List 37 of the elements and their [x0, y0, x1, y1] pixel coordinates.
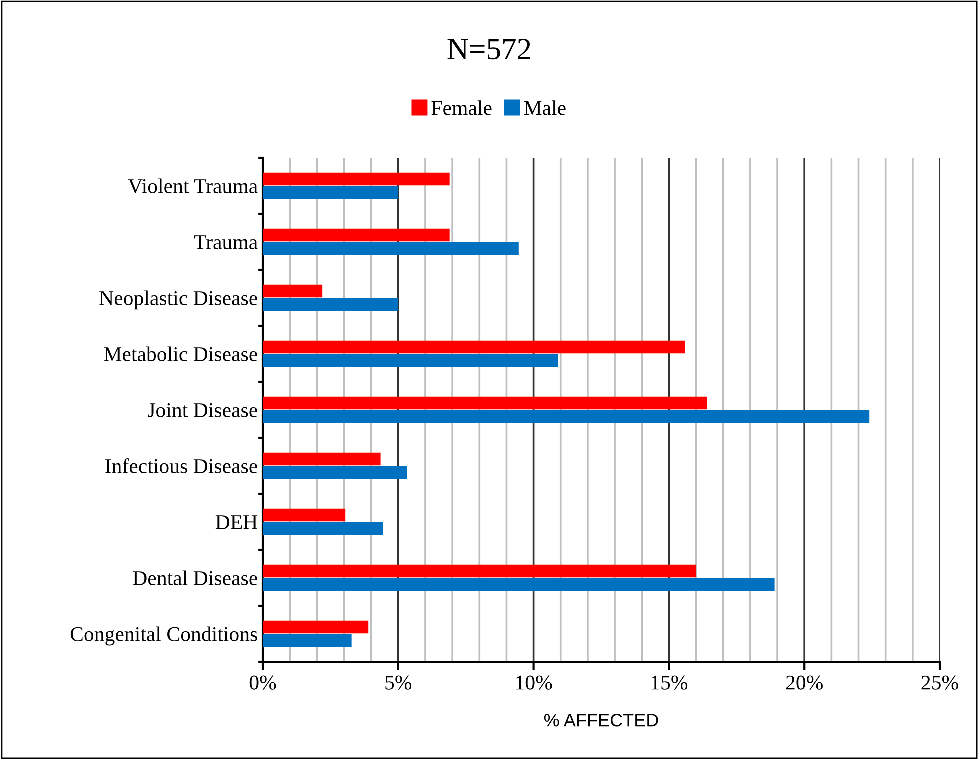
- bar: [263, 522, 384, 536]
- y-tick-label: Trauma: [194, 236, 258, 250]
- chart-title: N=572: [448, 39, 530, 60]
- y-tick-label: Congenital Conditions: [70, 626, 258, 646]
- y-tick-label: Infectious Disease: [106, 458, 258, 474]
- bar: [263, 172, 450, 186]
- bar: [263, 396, 708, 410]
- x-tick-label: 0%: [250, 676, 276, 690]
- x-axis-title: % AFFECTED: [544, 714, 658, 727]
- bar: [263, 634, 352, 648]
- y-tick-label: Violent Trauma: [128, 178, 258, 194]
- x-tick-label: 20%: [786, 676, 823, 690]
- y-tick-label: Metabolic Disease: [104, 346, 258, 362]
- bar: [263, 340, 686, 354]
- bar: [263, 354, 558, 368]
- bar: [263, 578, 775, 592]
- legend-label: Female: [432, 100, 492, 116]
- legend-label: Male: [524, 100, 566, 116]
- x-tick-label: 15%: [652, 676, 688, 690]
- bar: [263, 620, 369, 634]
- y-tick-label: Dental Disease: [133, 570, 258, 586]
- bar: [263, 186, 398, 200]
- bar: [263, 228, 450, 242]
- bar: [263, 466, 408, 480]
- bar: [263, 508, 346, 522]
- y-tick-label: Neoplastic Disease: [100, 290, 258, 310]
- bar: [263, 298, 398, 312]
- x-tick-label: 25%: [922, 676, 958, 690]
- y-tick-label: DEH: [216, 516, 258, 530]
- bar: [263, 410, 870, 424]
- x-tick-label: 10%: [516, 676, 552, 690]
- y-tick-label: Joint Disease: [148, 403, 258, 418]
- bar: [263, 242, 519, 256]
- bar: [263, 564, 696, 578]
- bar: [263, 452, 381, 466]
- x-tick-label: 5%: [386, 676, 412, 690]
- bar: [263, 284, 323, 298]
